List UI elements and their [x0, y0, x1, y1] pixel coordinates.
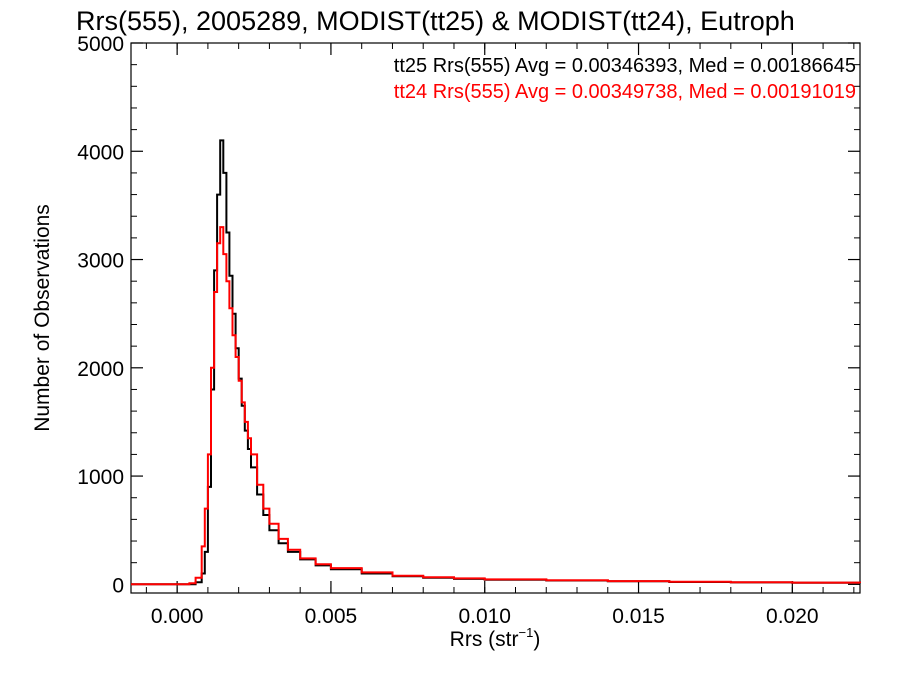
x-axis-label-suffix: ) — [533, 628, 540, 651]
x-axis-label-main: Rrs (str — [450, 628, 519, 651]
y-tick-label: 0 — [112, 574, 124, 597]
x-axis-label-superscript: −1 — [519, 625, 534, 640]
x-tick-label: 0.015 — [612, 605, 665, 628]
legend-entry-tt24: tt24 Rrs(555) Avg = 0.00349738, Med = 0.… — [394, 81, 856, 103]
y-tick-label: 1000 — [77, 466, 124, 489]
y-tick-label: 3000 — [77, 250, 124, 273]
x-axis-label: Rrs (str−1) — [450, 625, 541, 651]
legend-entry-tt25: tt25 Rrs(555) Avg = 0.00346393, Med = 0.… — [394, 55, 856, 77]
legend: tt25 Rrs(555) Avg = 0.00346393, Med = 0.… — [394, 55, 856, 103]
axis-ticks: 0.000 0.005 0.010 0.015 0.020 0 1000 2000 3000 40… — [77, 33, 860, 628]
plot-frame — [130, 42, 861, 594]
y-tick-label: 2000 — [77, 358, 124, 381]
y-tick-label: 4000 — [77, 141, 124, 164]
x-tick-label: 0.005 — [305, 605, 358, 628]
series-group — [131, 139, 861, 586]
series-line-tt25 — [131, 139, 861, 586]
x-tick-label: 0.000 — [151, 605, 204, 628]
x-tick-label: 0.010 — [458, 605, 511, 628]
y-tick-label: 5000 — [77, 33, 124, 56]
chart-title: Rrs(555), 2005289, MODIST(tt25) & MODIST… — [76, 6, 795, 36]
x-tick-label: 0.020 — [766, 605, 819, 628]
y-axis-label: Number of Observations — [31, 204, 54, 432]
series-line-tt24 — [131, 226, 861, 586]
